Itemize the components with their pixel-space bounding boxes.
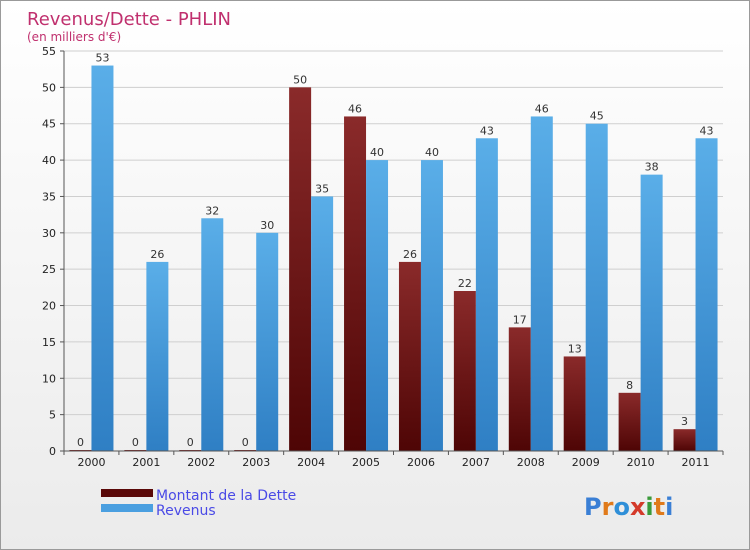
x-tick-label: 2009	[572, 456, 600, 469]
bar-revenus	[366, 160, 389, 451]
legend: Montant de la Dette Revenus	[101, 488, 296, 519]
y-tick-label: 50	[42, 81, 56, 94]
x-tick-label: 2010	[627, 456, 655, 469]
y-tick-label: 30	[42, 227, 56, 240]
y-tick-label: 40	[42, 154, 56, 167]
x-tick-label: 2008	[517, 456, 545, 469]
bar-revenus	[420, 160, 443, 451]
value-label: 46	[535, 102, 549, 115]
bars	[69, 65, 718, 452]
value-label: 17	[513, 313, 527, 326]
value-label: 13	[568, 342, 582, 355]
value-label: 0	[77, 436, 84, 449]
x-tick-label: 2005	[352, 456, 380, 469]
bar-dette	[453, 291, 476, 451]
bar-revenus	[695, 138, 718, 452]
y-tick-label: 15	[42, 336, 56, 349]
value-label: 0	[187, 436, 194, 449]
value-label: 0	[132, 436, 139, 449]
y-tick-label: 5	[49, 409, 56, 422]
value-label: 43	[480, 124, 494, 137]
x-tick-label: 2002	[187, 456, 215, 469]
value-label: 38	[645, 161, 659, 174]
chart-subtitle: (en milliers d'€)	[27, 30, 121, 44]
x-tick-label: 2006	[407, 456, 435, 469]
bar-dette	[508, 327, 531, 451]
value-label: 40	[425, 146, 439, 159]
x-tick-label: 2001	[132, 456, 160, 469]
y-tick-label: 55	[42, 45, 56, 58]
proxiti-logo: Proxiti	[584, 493, 673, 521]
bar-dette	[398, 261, 421, 451]
chart-title: Revenus/Dette - PHLIN	[27, 9, 231, 30]
value-label: 43	[700, 124, 714, 137]
value-label: 35	[315, 182, 329, 195]
value-label: 45	[590, 110, 604, 123]
bar-dette	[563, 356, 586, 451]
bar-revenus	[530, 116, 553, 452]
x-tick-label: 2000	[77, 456, 105, 469]
value-labels: 0 53 0 26 0 32 0 30 50 35 46 40 26 40 22 43 17 46 13 45 8 38 3…	[77, 52, 714, 449]
bar-revenus	[475, 138, 498, 452]
value-label: 26	[150, 248, 164, 261]
bar-dette	[344, 116, 367, 452]
bar-revenus	[585, 123, 608, 452]
y-tick-label: 25	[42, 263, 56, 276]
value-label: 30	[260, 219, 274, 232]
bar-revenus	[146, 261, 169, 451]
value-label: 46	[348, 102, 362, 115]
gridlines	[64, 50, 723, 452]
bar-revenus	[256, 232, 279, 451]
legend-swatch-debt	[101, 489, 153, 497]
logo-text: Proxiti	[584, 493, 673, 521]
x-tick-label: 2011	[682, 456, 710, 469]
y-tick-label: 0	[49, 445, 56, 458]
x-tick-label: 2007	[462, 456, 490, 469]
bar-revenus	[640, 174, 663, 452]
bar-revenus	[91, 65, 114, 451]
legend-swatch-revenus	[101, 504, 153, 512]
value-label: 53	[95, 52, 109, 65]
value-label: 3	[681, 415, 688, 428]
bar-revenus	[201, 218, 224, 451]
bar-revenus	[311, 196, 334, 451]
x-tick-label: 2003	[242, 456, 270, 469]
x-axis-ticks: 2000 2001 2002 2003 2004 2005 2006 2007 2008 2009…	[63, 451, 724, 469]
y-tick-label: 35	[42, 190, 56, 203]
legend-label-debt: Montant de la Dette	[156, 488, 296, 504]
y-tick-label: 20	[42, 300, 56, 313]
y-tick-label: 45	[42, 118, 56, 131]
value-label: 8	[626, 379, 633, 392]
value-label: 0	[242, 436, 249, 449]
value-label: 22	[458, 277, 472, 290]
bar-dette	[673, 429, 696, 451]
y-tick-label: 10	[42, 372, 56, 385]
bar-dette	[289, 87, 312, 451]
x-tick-label: 2004	[297, 456, 325, 469]
bar-dette	[618, 392, 641, 451]
value-label: 26	[403, 248, 417, 261]
value-label: 32	[205, 204, 219, 217]
y-axis-ticks: 0 5 10 15 20 25 30 35 40 45 50 55	[42, 45, 64, 458]
legend-label-revenus: Revenus	[156, 503, 216, 519]
value-label: 50	[293, 73, 307, 86]
value-label: 40	[370, 146, 384, 159]
